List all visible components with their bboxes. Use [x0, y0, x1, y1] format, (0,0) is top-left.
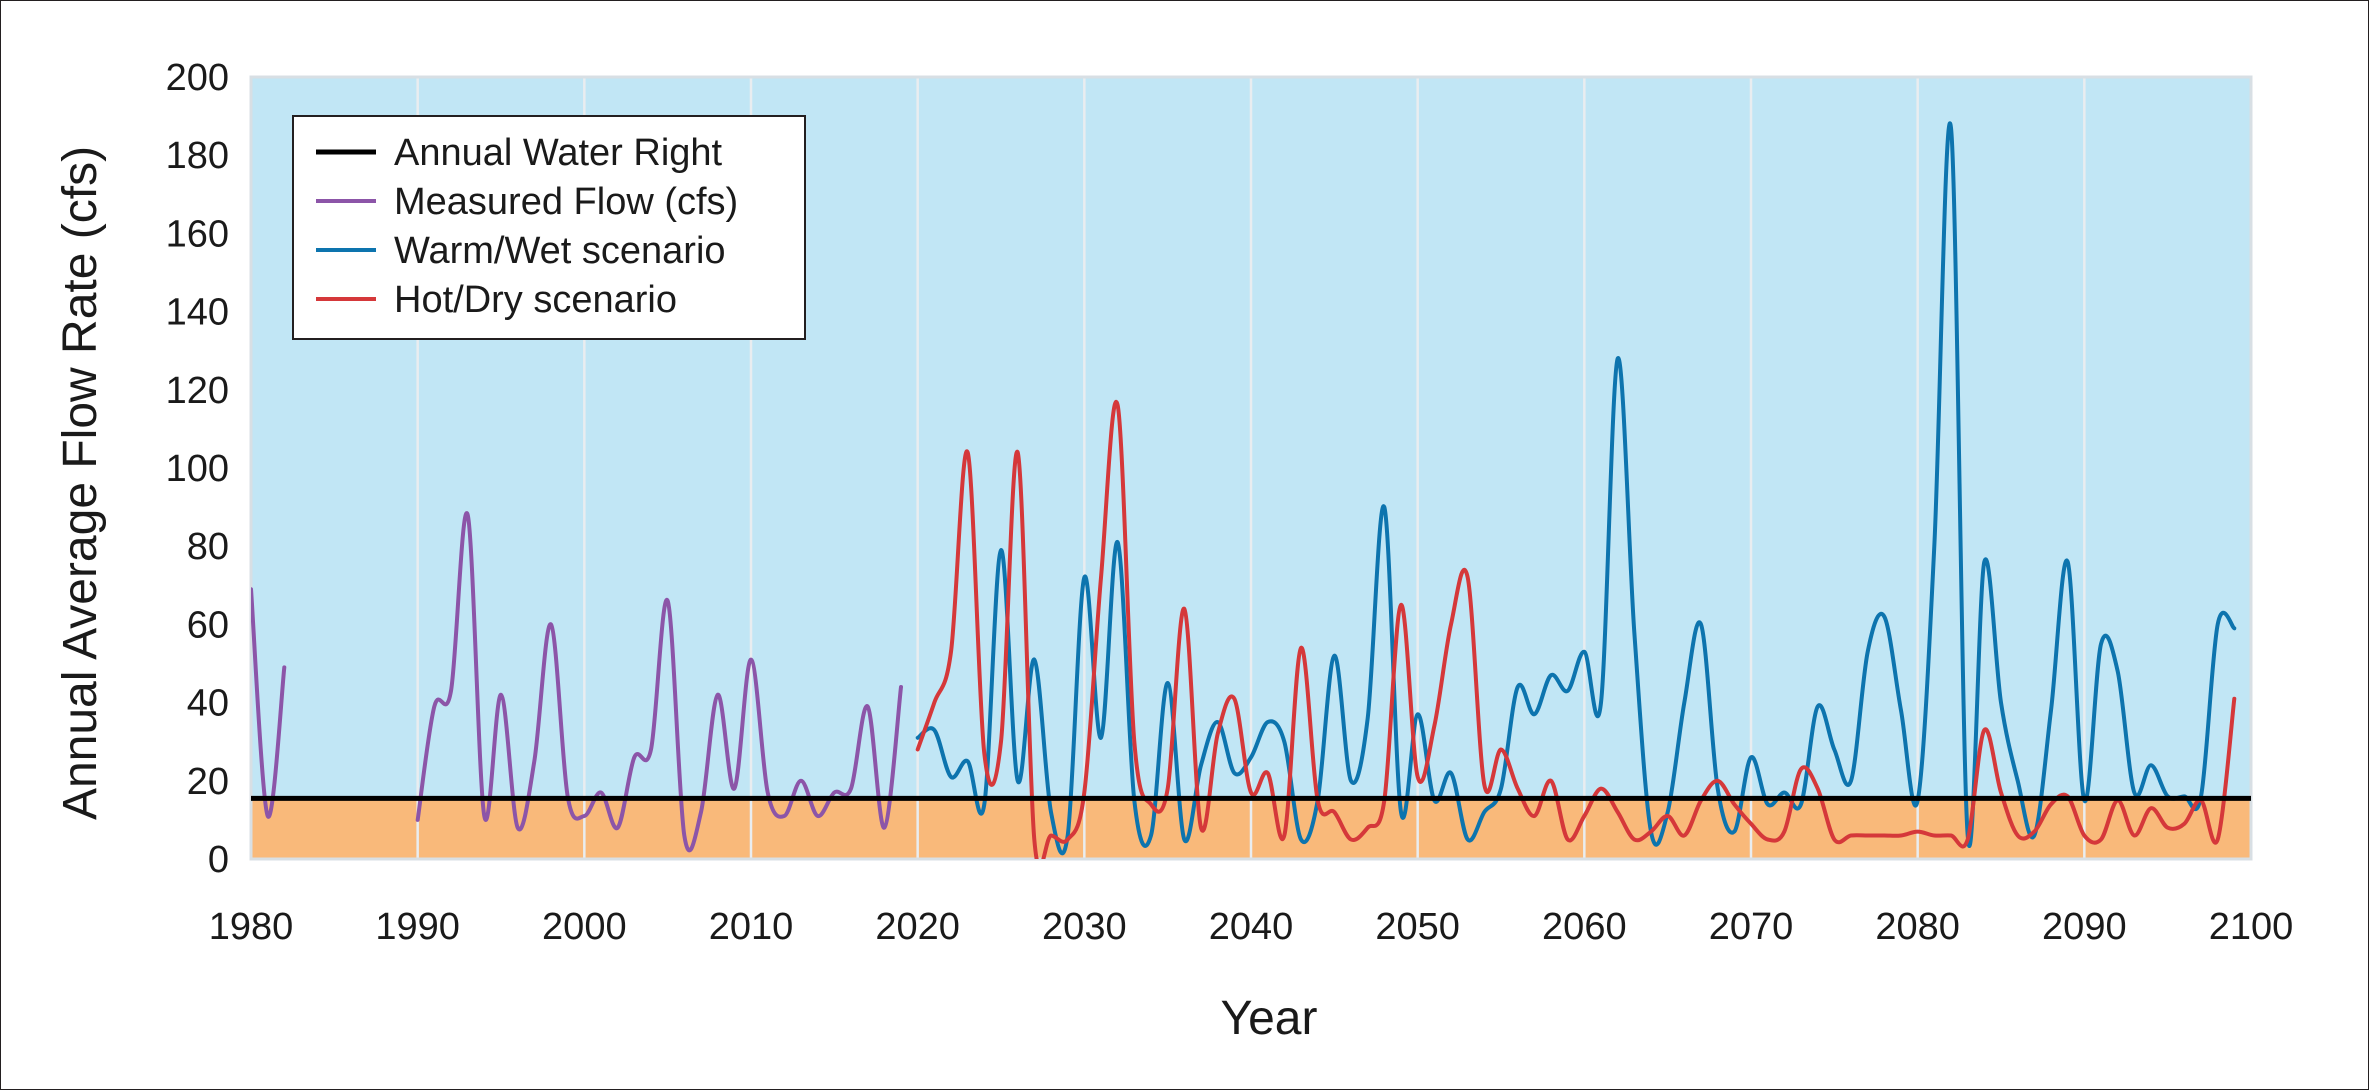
x-tick-label-2090: 2090 [2042, 906, 2127, 948]
x-tick-label-1980: 1980 [209, 906, 294, 948]
x-tick-label-2020: 2020 [875, 906, 960, 948]
y-tick-label-0: 0 [208, 839, 229, 881]
x-tick-label-2030: 2030 [1042, 906, 1127, 948]
y-tick-label-120: 120 [166, 370, 229, 412]
y-tick-label-80: 80 [187, 526, 229, 568]
x-tick-label-2080: 2080 [1875, 906, 1960, 948]
vertical-gridlines [249, 75, 2253, 861]
y-tick-label-160: 160 [166, 213, 229, 255]
legend-item-measured-flow: Measured Flow (cfs) [316, 181, 738, 223]
series-lines [251, 121, 2251, 859]
y-tick-label-180: 180 [166, 135, 229, 177]
y-tick-label-200: 200 [166, 57, 229, 99]
hot-dry-scenario-line [915, 400, 2237, 859]
plot-border [249, 75, 2253, 861]
y-tick-label-140: 140 [166, 292, 229, 334]
legend-label: Annual Water Right [394, 132, 723, 174]
legend-label: Hot/Dry scenario [394, 279, 677, 321]
y-tick-label-100: 100 [166, 448, 229, 490]
y-tick-label-60: 60 [187, 604, 229, 646]
legend-item-warm-wet: Warm/Wet scenario [316, 230, 726, 272]
y-axis-title: Annual Average Flow Rate (cfs) [54, 146, 107, 820]
x-tick-label-1990: 1990 [375, 906, 460, 948]
measured-flow-line-1980s [251, 587, 287, 819]
warm-wet-scenario-line [915, 121, 2237, 856]
measured-flow-line-1990-2019 [415, 511, 903, 853]
x-tick-label-2060: 2060 [1542, 906, 1627, 948]
x-axis-title: Year [1221, 992, 1318, 1045]
x-tick-label-2040: 2040 [1209, 906, 1294, 948]
y-tick-label-20: 20 [187, 761, 229, 803]
x-tick-label-2010: 2010 [709, 906, 794, 948]
x-tick-label-2070: 2070 [1709, 906, 1794, 948]
y-tick-label-40: 40 [187, 683, 229, 725]
x-tick-label-2050: 2050 [1375, 906, 1460, 948]
x-tick-label-2000: 2000 [542, 906, 627, 948]
legend: Annual Water Right Measured Flow (cfs) War… [292, 115, 806, 340]
legend-item-water-right: Annual Water Right [316, 132, 723, 174]
legend-item-hot-dry: Hot/Dry scenario [316, 279, 677, 321]
x-tick-label-2100: 2100 [2209, 906, 2294, 948]
legend-label: Measured Flow (cfs) [394, 181, 738, 223]
legend-label: Warm/Wet scenario [394, 230, 726, 272]
